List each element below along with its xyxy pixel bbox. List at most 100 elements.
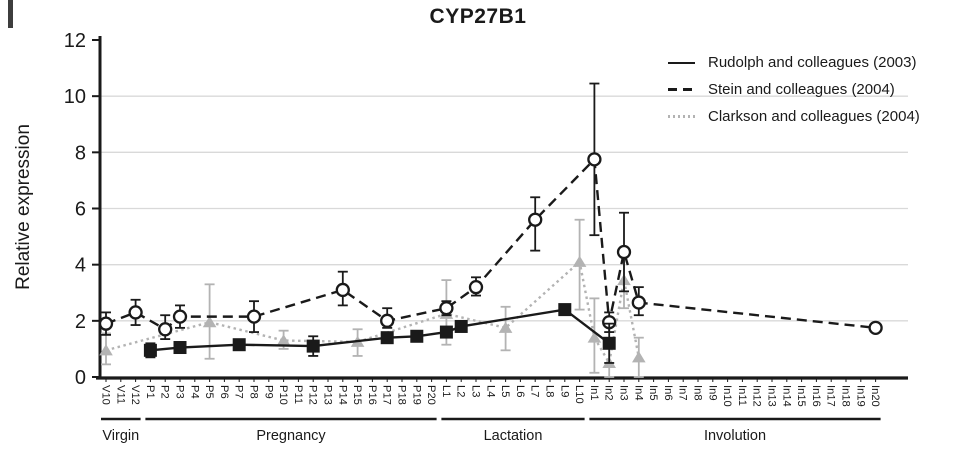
marker-circle-V10 <box>98 316 114 331</box>
legend-label-stein: Stein and colleagues (2004) <box>708 81 895 98</box>
x-tick-label-In19: In19 <box>854 385 866 407</box>
stage-label-virgin: Virgin <box>102 428 139 444</box>
x-tick-label-L5: L5 <box>499 385 511 397</box>
marker-circle-L3 <box>468 279 484 295</box>
marker-square-P17 <box>380 331 394 345</box>
x-tick-label-V10: V10 <box>100 385 112 405</box>
marker-square-P19 <box>410 329 424 343</box>
marker-circle-In20 <box>868 320 883 336</box>
x-tick-label-In3: In3 <box>618 385 630 401</box>
series-line-clarkson <box>105 259 640 367</box>
x-tick-label-P5: P5 <box>203 385 215 399</box>
y-tick-label: 0 <box>75 367 86 389</box>
x-tick-label-L6: L6 <box>514 385 526 397</box>
x-tick-label-In20: In20 <box>869 385 881 407</box>
marker-circle-P14 <box>335 282 350 298</box>
marker-square-P1 <box>143 343 157 357</box>
x-tick-label-P18: P18 <box>396 385 408 405</box>
x-tick-label-L10: L10 <box>573 385 585 404</box>
y-tick-label: 8 <box>75 142 86 164</box>
marker-square-L1 <box>439 325 453 339</box>
stage-label-involution: Involution <box>704 428 766 444</box>
x-tick-label-L2: L2 <box>455 385 467 397</box>
x-tick-label-In17: In17 <box>825 385 837 407</box>
x-tick-label-P6: P6 <box>218 385 230 399</box>
marker-circle-In3 <box>616 244 632 260</box>
gridlines <box>100 95 908 322</box>
x-tick-label-P19: P19 <box>410 385 422 405</box>
marker-circle-In1 <box>587 152 602 167</box>
series-rudolph <box>143 303 616 364</box>
x-tick-label-P4: P4 <box>188 385 200 399</box>
x-tick-label-In9: In9 <box>706 385 718 401</box>
y-axis: 0 2 4 6 8 10 12 <box>64 30 102 389</box>
legend: Rudolph and colleagues (2003) Stein and … <box>668 49 920 130</box>
x-tick-label-L1: L1 <box>440 385 452 397</box>
x-tick-label-P14: P14 <box>336 385 348 405</box>
x-tick-label-L4: L4 <box>484 385 496 397</box>
marker-square-L2 <box>454 319 468 333</box>
x-tick-label-In11: In11 <box>736 385 748 406</box>
marker-square-P7 <box>232 338 246 352</box>
x-tick-label-In10: In10 <box>721 385 733 407</box>
x-tick-label-P16: P16 <box>366 385 378 405</box>
marker-square-P3 <box>173 341 187 355</box>
x-tick-label-V12: V12 <box>129 385 141 405</box>
x-tick-label-In16: In16 <box>810 385 822 407</box>
marker-circle-L7 <box>528 212 543 227</box>
marker-triangle-V10 <box>99 344 113 356</box>
y-tick-label: 10 <box>64 86 86 108</box>
x-tick-label-P2: P2 <box>159 385 171 399</box>
x-tick-label-In8: In8 <box>692 385 704 401</box>
x-tick-label-In14: In14 <box>780 385 792 407</box>
marker-triangle-P10 <box>276 334 291 346</box>
marker-circle-P8 <box>246 309 262 324</box>
x-tick-label-P12: P12 <box>307 385 319 405</box>
x-tick-label-P17: P17 <box>381 385 393 405</box>
marker-triangle-L10 <box>572 255 587 267</box>
marker-circle-V12 <box>128 305 143 320</box>
legend-dashed-line-icon <box>668 88 695 91</box>
x-tick-label-In6: In6 <box>662 385 674 401</box>
x-tick-label-P20: P20 <box>425 385 437 405</box>
legend-label-rudolph: Rudolph and colleagues (2003) <box>708 54 917 71</box>
x-tick-label-P10: P10 <box>277 385 289 405</box>
x-tick-label-P15: P15 <box>351 385 363 405</box>
marker-triangle-In4 <box>632 351 646 363</box>
crop-artifact <box>8 0 13 28</box>
legend-label-clarkson: Clarkson and colleagues (2004) <box>708 108 920 125</box>
x-tick-label-In2: In2 <box>603 385 615 401</box>
x-tick-label-In1: In1 <box>588 385 600 401</box>
x-tick-label-P13: P13 <box>322 385 334 405</box>
y-tick-label: 2 <box>75 311 86 333</box>
marker-triangle-In1 <box>587 331 602 343</box>
x-tick-label-In15: In15 <box>795 385 807 407</box>
x-tick-label-L8: L8 <box>544 385 556 397</box>
marker-square-L9 <box>558 303 572 317</box>
marker-square-In2 <box>602 336 616 350</box>
y-tick-label: 4 <box>75 255 86 277</box>
x-tick-label-P9: P9 <box>262 385 274 399</box>
x-tick-label-P7: P7 <box>233 385 245 399</box>
x-tick-label-V11: V11 <box>114 385 126 404</box>
legend-item-clarkson: Clarkson and colleagues (2004) <box>668 103 920 130</box>
series-stein <box>98 82 883 340</box>
stage-label-pregnancy: Pregnancy <box>256 428 326 444</box>
marker-circle-P3 <box>172 309 188 324</box>
x-tick-label-In12: In12 <box>751 385 763 407</box>
stage-brackets: Virgin Pregnancy Lactation Involution <box>101 417 881 444</box>
legend-solid-line-icon <box>668 61 695 64</box>
x-tick-label-L7: L7 <box>529 385 541 397</box>
x-tick-label-P1: P1 <box>144 385 156 399</box>
legend-dotted-line-icon <box>668 115 695 118</box>
x-tick-label-L9: L9 <box>558 385 570 397</box>
marker-triangle-L5 <box>498 321 513 333</box>
x-tick-label-In5: In5 <box>647 385 659 401</box>
marker-circle-P2 <box>158 322 173 337</box>
legend-item-rudolph: Rudolph and colleagues (2003) <box>668 49 920 76</box>
legend-item-stein: Stein and colleagues (2004) <box>668 76 920 103</box>
marker-square-P12 <box>306 339 320 353</box>
x-tick-label-P8: P8 <box>248 385 260 399</box>
